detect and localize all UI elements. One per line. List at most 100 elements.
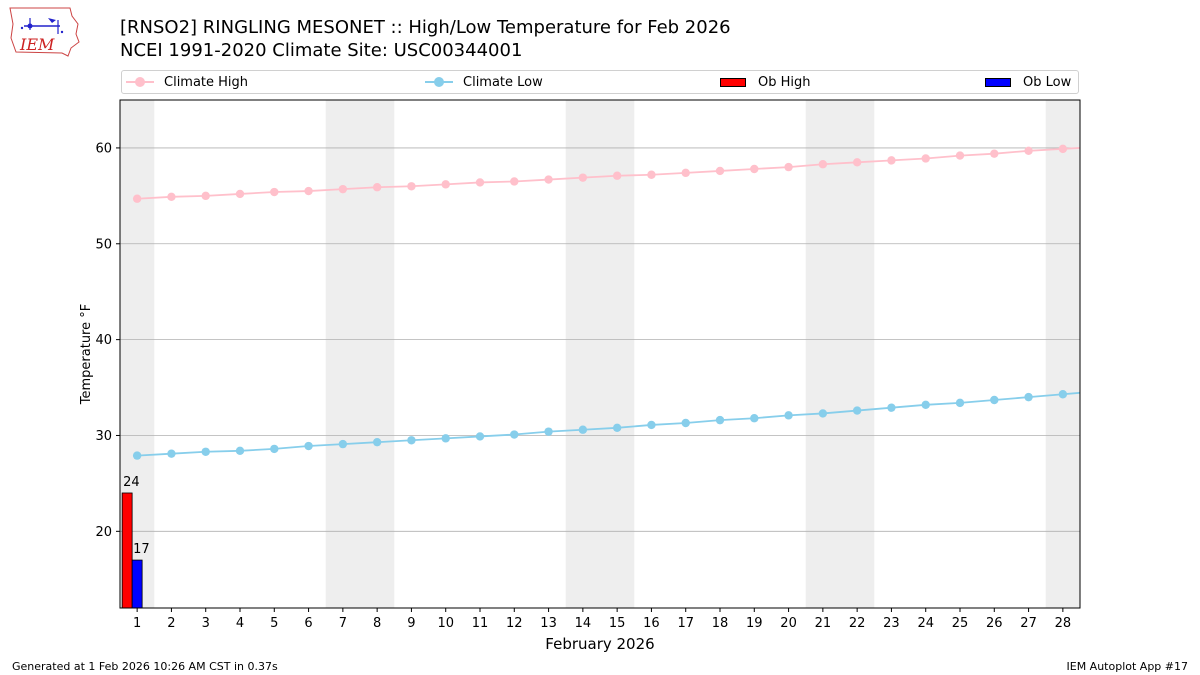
x-tick-label: 6 (304, 616, 312, 631)
ob-low-swatch-icon (985, 77, 1011, 87)
data-point-climate-high (681, 168, 690, 178)
data-point-climate-low (372, 437, 382, 447)
bar-label-ob-low: 17 (133, 542, 150, 557)
x-tick-label: 19 (746, 616, 763, 631)
x-tick-label: 9 (407, 616, 415, 631)
y-tick-label: 30 (95, 429, 112, 444)
data-point-climate-low (510, 430, 519, 439)
x-tick-label: 2 (167, 616, 175, 631)
x-tick-label: 27 (1020, 616, 1037, 631)
data-point-climate-high (132, 194, 142, 203)
x-tick-label: 17 (677, 616, 694, 631)
data-point-climate-low (338, 439, 348, 449)
x-tick-label: 26 (986, 616, 1003, 631)
data-point-climate-low (955, 398, 965, 408)
data-point-climate-high (441, 180, 450, 189)
legend-ob-high: Ob High (720, 71, 811, 93)
data-point-climate-high (955, 151, 965, 160)
y-tick-label: 50 (95, 237, 112, 252)
data-point-climate-high (510, 177, 519, 186)
climate-low-line-icon (425, 77, 453, 87)
data-point-climate-low (1058, 390, 1068, 399)
data-point-climate-high (167, 192, 176, 202)
x-tick-label: 22 (849, 616, 866, 631)
data-point-climate-high (235, 189, 245, 199)
data-point-climate-high (647, 170, 656, 179)
data-point-climate-low (818, 409, 828, 418)
footer-app: IEM Autoplot App #17 (1066, 660, 1189, 673)
data-point-climate-low (578, 425, 588, 434)
data-point-climate-high (887, 156, 896, 165)
data-point-climate-low (441, 434, 450, 443)
data-point-climate-high (304, 186, 313, 196)
climate-high-line-icon (126, 77, 154, 87)
x-tick-label: 8 (373, 616, 381, 631)
x-axis-label: February 2026 (545, 635, 654, 653)
data-point-climate-low (1024, 392, 1033, 402)
data-point-climate-high (750, 164, 759, 174)
legend-ob-low-label: Ob Low (1023, 74, 1072, 90)
legend-climate-low: Climate Low (425, 71, 543, 93)
data-point-climate-low (852, 406, 862, 415)
data-point-climate-low (132, 451, 142, 460)
data-point-climate-low (750, 414, 759, 423)
data-point-climate-low (921, 400, 930, 409)
data-point-climate-low (167, 449, 176, 458)
legend-ob-high-label: Ob High (758, 74, 811, 90)
weekend-band (1045, 100, 1080, 608)
data-point-climate-high (784, 162, 793, 172)
iem-logo: IEM (8, 6, 80, 58)
iowa-map-icon: IEM (9, 7, 80, 57)
data-point-climate-high (921, 154, 930, 163)
legend-climate-high-label: Climate High (164, 74, 249, 90)
x-tick-label: 4 (236, 616, 244, 631)
logo-text: IEM (19, 35, 55, 54)
data-point-climate-high (201, 191, 210, 201)
x-tick-label: 15 (609, 616, 626, 631)
data-point-climate-low (270, 444, 279, 454)
data-point-climate-low (990, 395, 999, 405)
data-point-climate-high (270, 187, 279, 197)
bar-ob-high (121, 492, 133, 609)
x-tick-label: 1 (133, 616, 141, 631)
bar-ob-low (131, 559, 143, 609)
chart-title: [RNSO2] RINGLING MESONET :: High/Low Tem… (120, 17, 731, 38)
footer-generated: Generated at 1 Feb 2026 10:26 AM CST in … (12, 660, 278, 673)
data-point-climate-high (544, 175, 553, 184)
weekend-band (565, 100, 635, 608)
y-tick-label: 60 (95, 141, 112, 156)
legend-ob-low: Ob Low (985, 71, 1071, 93)
x-tick-label: 3 (202, 616, 210, 631)
x-tick-label: 12 (506, 616, 523, 631)
data-point-climate-low (612, 423, 622, 433)
chart-subtitle: NCEI 1991-2020 Climate Site: USC00344001 (120, 40, 523, 61)
data-point-climate-low (715, 415, 725, 425)
x-tick-label: 21 (815, 616, 832, 631)
data-point-climate-low (235, 446, 245, 456)
data-point-climate-low (407, 436, 416, 445)
data-point-climate-high (338, 184, 348, 194)
data-point-climate-low (647, 420, 656, 430)
data-point-climate-high (612, 171, 622, 180)
data-point-climate-high (578, 173, 588, 182)
plot-frame (119, 99, 1081, 609)
data-point-climate-high (990, 149, 999, 158)
x-tick-label: 13 (540, 616, 557, 631)
ob-high-swatch-icon (720, 77, 746, 87)
data-point-climate-low (201, 447, 210, 456)
data-point-climate-high (852, 158, 862, 167)
x-tick-label: 23 (883, 616, 900, 631)
data-point-climate-high (407, 182, 416, 191)
data-point-climate-high (715, 166, 725, 176)
data-point-climate-low (544, 427, 553, 436)
data-point-climate-low (681, 418, 690, 428)
data-point-climate-low (304, 441, 313, 451)
chart-legend: Climate High Climate Low Ob High Ob Low (121, 70, 1079, 94)
x-tick-label: 18 (712, 616, 729, 631)
data-point-climate-high (1024, 146, 1033, 155)
data-point-climate-high (475, 178, 485, 187)
x-tick-label: 7 (339, 616, 347, 631)
weekend-band (805, 100, 875, 608)
data-point-climate-low (475, 432, 485, 441)
